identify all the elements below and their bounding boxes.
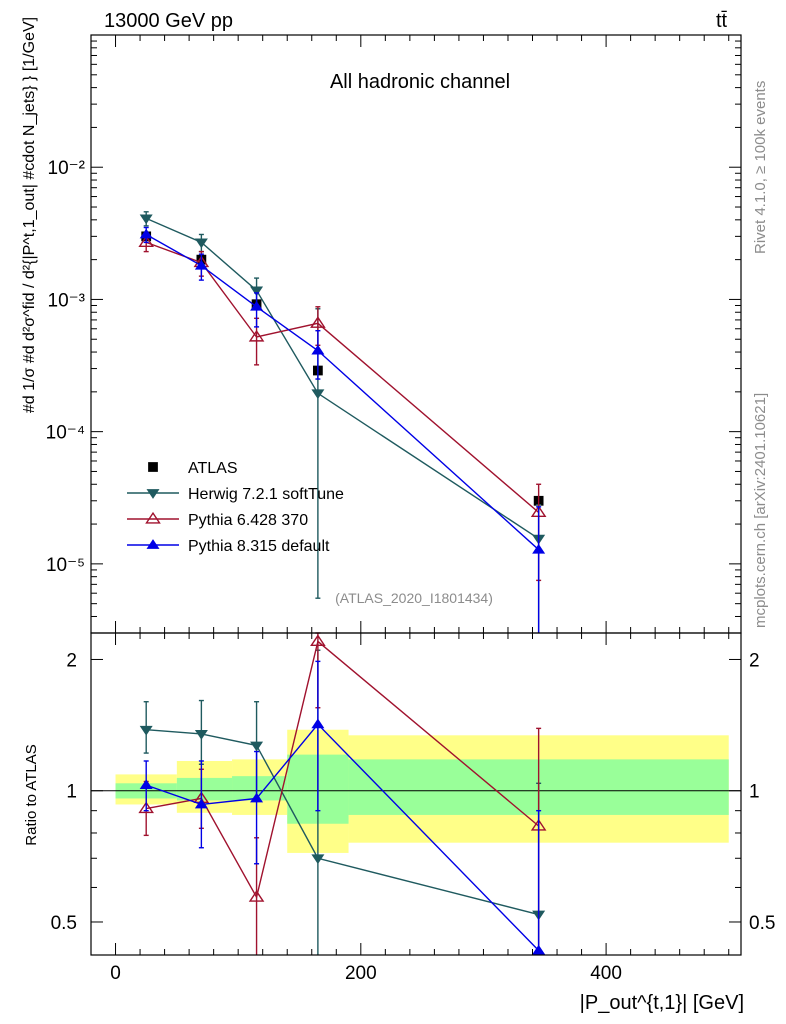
legend-marker-pythia-8-315-default (146, 539, 160, 549)
x-tick-label: 200 (345, 963, 377, 984)
header-process: tt̄ (716, 10, 728, 32)
main-point-pythia-6-428-370-3 (310, 316, 326, 328)
legend-marker-herwig-7-2-1-softtune (146, 489, 160, 499)
main-ytick-label: 10⁻² (48, 158, 86, 179)
ratio-point-herwig-7-2-1-softtune-1 (194, 729, 208, 740)
main-point-pythia-8-315-default-4 (532, 543, 546, 554)
legend-label-atlas: ATLAS (188, 460, 238, 477)
analysis-annotation: (ATLAS_2020_I1801434) (335, 590, 493, 606)
ratio-ytick-label-left: 2 (66, 650, 77, 671)
ratio-ytick-label-left: 1 (66, 782, 77, 803)
main-point-pythia-6-428-370-0 (138, 235, 154, 247)
ratio-y-axis-label: Ratio to ATLAS (23, 744, 40, 845)
ratio-point-pythia-8-315-default-2 (250, 792, 264, 803)
ratio-point-herwig-7-2-1-softtune-2 (250, 741, 264, 752)
stat-band-2 (232, 776, 288, 801)
ratio-point-pythia-8-315-default-3 (311, 718, 325, 729)
legend-label-pythia-6-428-370: Pythia 6.428 370 (188, 512, 308, 529)
ratio-point-pythia-8-315-default-1 (194, 798, 208, 809)
ratio-ytick-label-right: 2 (749, 650, 760, 671)
main-ytick-label: 10⁻⁴ (46, 423, 85, 444)
main-point-pythia-8-315-default-0 (139, 228, 153, 239)
ratio-ytick-label-right: 1 (749, 782, 760, 803)
mcplots-label: mcplots.cern.ch [arXiv:2401.10621] (752, 393, 769, 628)
main-point-herwig-7-2-1-softtune-3 (311, 389, 325, 400)
ratio-point-pythia-8-315-default-4 (532, 944, 546, 955)
main-point-herwig-7-2-1-softtune-0 (139, 214, 153, 225)
main-point-pythia-8-315-default-3 (311, 344, 325, 355)
legend-label-pythia-8-315-default: Pythia 8.315 default (188, 538, 330, 555)
main-y-axis-label: #d 1/σ #d d²σ^fid / d²{|P^t,1_out| #cdot… (21, 17, 38, 413)
main-ytick-label: 10⁻³ (48, 290, 86, 311)
x-tick-label: 400 (590, 963, 622, 984)
ratio-ytick-label-right: 0.5 (749, 913, 775, 934)
main-point-herwig-7-2-1-softtune-2 (250, 286, 264, 297)
legend-marker-pythia-6-428-370 (145, 511, 161, 524)
legend-marker-atlas (148, 462, 158, 472)
x-tick-label: 0 (110, 963, 121, 984)
stat-band-1 (176, 777, 233, 801)
ratio-point-pythia-6-428-370-2 (248, 890, 265, 902)
ratio-point-pythia-6-428-370-3 (310, 634, 326, 647)
main-point-herwig-7-2-1-softtune-1 (194, 238, 208, 249)
x-axis-label: |P_out^{t,1}| [GeV] (580, 992, 744, 1014)
ratio-point-herwig-7-2-1-softtune-0 (139, 725, 153, 736)
ratio-point-pythia-6-428-370-0 (138, 801, 154, 814)
legend-label-herwig-7-2-1-softtune: Herwig 7.2.1 softTune (188, 486, 344, 503)
main-title: All hadronic channel (330, 71, 510, 93)
main-point-pythia-8-315-default-2 (250, 300, 264, 311)
main-point-pythia-8-315-default-1 (194, 259, 208, 270)
ratio-point-herwig-7-2-1-softtune-3 (311, 854, 325, 865)
main-ytick-label: 10⁻⁵ (46, 555, 85, 576)
ratio-frame (90, 632, 742, 956)
ratio-ytick-label-left: 0.5 (51, 913, 77, 934)
rivet-label: Rivet 4.1.0, ≥ 100k events (752, 81, 769, 254)
ratio-point-pythia-8-315-default-0 (139, 779, 153, 790)
main-point-pythia-6-428-370-2 (248, 329, 265, 342)
header-energy: 13000 GeV pp (104, 10, 233, 32)
